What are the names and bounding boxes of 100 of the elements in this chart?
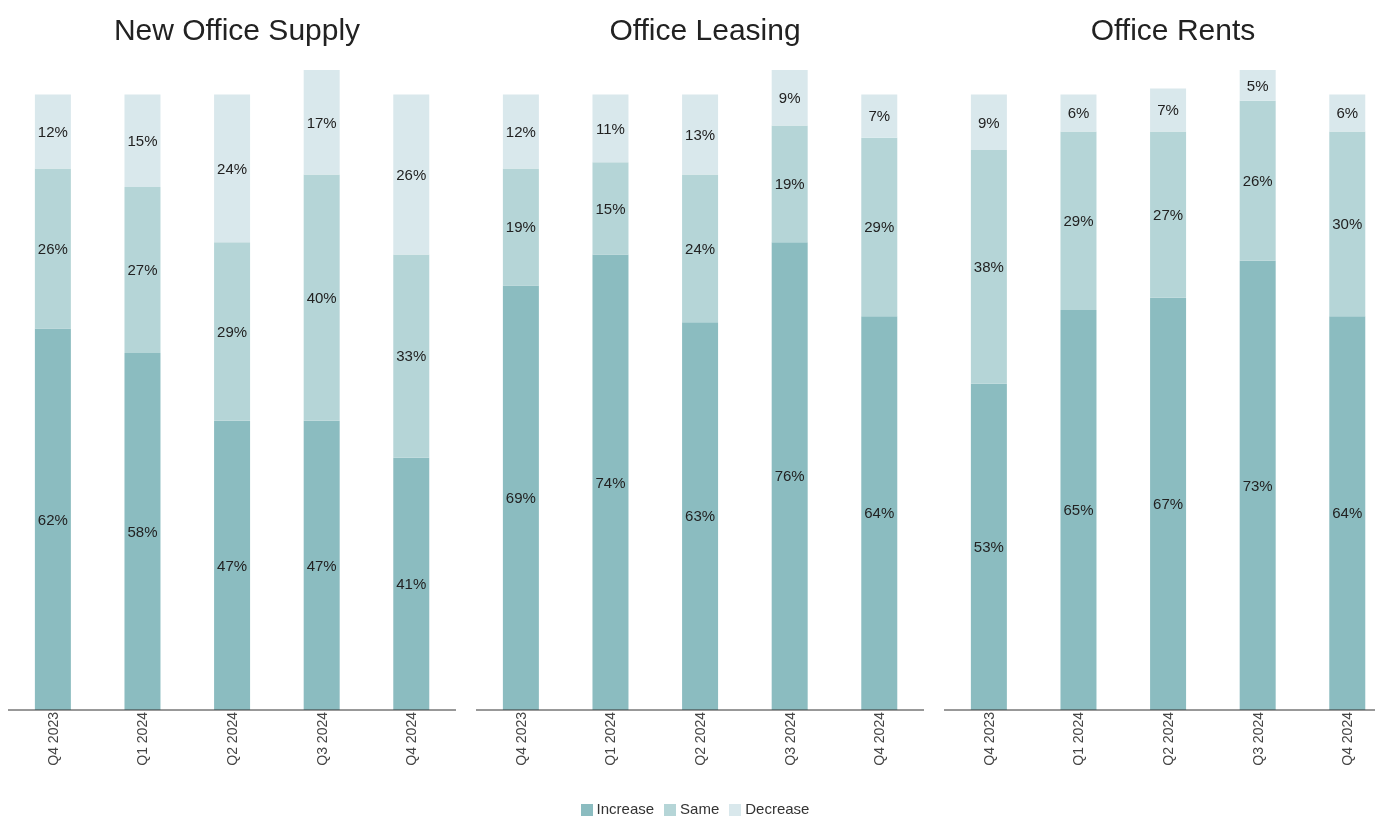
data-label: 62% (37, 510, 68, 528)
bar (124, 353, 161, 710)
x-tick-label: Q1 2024 (602, 711, 619, 766)
x-tick-label: Q4 2024 (403, 711, 420, 766)
data-label: 74% (595, 473, 626, 491)
bar (861, 137, 898, 317)
legend-label: Decrease (745, 800, 810, 817)
bar (34, 94, 71, 169)
data-label: 7% (1157, 101, 1179, 119)
chart-title: Office Leasing (608, 12, 802, 48)
legend-label: Increase (596, 800, 655, 817)
bar (970, 150, 1007, 384)
data-label: 47% (217, 556, 248, 574)
data-label: 27% (127, 261, 158, 279)
data-label: 29% (864, 218, 895, 236)
x-tick-label: Q3 2024 (781, 711, 798, 766)
data-label: 26% (37, 239, 68, 257)
bar (970, 383, 1007, 710)
bar (861, 94, 898, 138)
bar (771, 125, 808, 243)
chart-title: Office Rents (1089, 12, 1257, 48)
bar (970, 94, 1007, 150)
data-label: 12% (505, 122, 536, 140)
x-tick-label: Q4 2023 (512, 711, 529, 766)
bar (502, 285, 539, 710)
bar (303, 174, 340, 421)
bar (393, 94, 430, 255)
chart-title: New Office Supply (112, 12, 362, 48)
bar (34, 328, 71, 710)
bar (34, 168, 71, 329)
x-tick-label: Q3 2024 (313, 711, 330, 766)
bar (393, 254, 430, 458)
data-label: 41% (396, 575, 427, 593)
data-label: 29% (1063, 212, 1094, 230)
data-label: 15% (127, 132, 158, 150)
data-label: 53% (973, 538, 1004, 556)
bar (592, 162, 629, 255)
bar (502, 94, 539, 169)
data-label: 9% (778, 89, 801, 107)
x-tick-label: Q1 2024 (134, 711, 151, 766)
data-label: 65% (1063, 501, 1094, 519)
bar (124, 94, 161, 187)
bar (393, 457, 430, 710)
bar (214, 242, 251, 421)
data-label: 58% (127, 522, 158, 540)
x-tick-label: Q1 2024 (1070, 711, 1087, 766)
data-label: 9% (978, 113, 1000, 131)
data-label: 5% (1246, 76, 1269, 94)
data-label: 26% (1242, 172, 1273, 190)
data-label: 24% (217, 159, 248, 177)
bar (303, 420, 340, 710)
x-tick-label: Q2 2024 (691, 711, 708, 766)
bar (1329, 316, 1366, 710)
x-tick-label: Q3 2024 (1249, 711, 1266, 766)
data-label: 12% (37, 122, 68, 140)
bar (1060, 131, 1097, 310)
bar (214, 420, 251, 710)
data-label: 67% (1153, 495, 1184, 513)
data-label: 47% (306, 556, 337, 574)
data-label: 19% (505, 218, 536, 236)
data-label: 33% (396, 347, 427, 365)
x-tick-label: Q4 2024 (871, 711, 888, 766)
bar (592, 254, 629, 710)
data-label: 6% (1067, 104, 1090, 122)
data-label: 19% (774, 175, 805, 193)
data-label: 29% (217, 322, 248, 340)
data-label: 64% (1332, 504, 1363, 522)
bar (592, 94, 629, 163)
x-tick-label: Q2 2024 (223, 711, 240, 766)
legend-label: Same (680, 800, 720, 817)
data-label: 27% (1153, 205, 1184, 223)
data-label: 64% (864, 504, 895, 522)
data-label: 6% (1336, 104, 1359, 122)
data-label: 30% (1332, 215, 1363, 233)
bar (124, 186, 161, 354)
bar (682, 94, 719, 175)
bar (1239, 100, 1276, 261)
bar (1150, 297, 1187, 710)
data-label: 11% (596, 119, 625, 137)
bar (1150, 131, 1187, 298)
x-tick-label: Q4 2024 (1339, 711, 1356, 766)
bar (682, 322, 719, 710)
bar (1329, 131, 1366, 317)
data-label: 40% (306, 289, 337, 307)
data-label: 26% (396, 165, 427, 183)
bar (502, 168, 539, 286)
bar (771, 242, 808, 710)
bar (682, 174, 719, 323)
data-label: 15% (595, 199, 626, 217)
bar (303, 70, 340, 175)
x-tick-label: Q4 2023 (44, 711, 61, 766)
data-label: 7% (868, 107, 891, 125)
bar (861, 316, 898, 710)
data-label: 24% (685, 239, 716, 257)
data-label: 76% (774, 467, 805, 485)
data-label: 73% (1242, 476, 1273, 494)
bar (214, 94, 251, 243)
data-label: 63% (685, 507, 716, 525)
data-label: 69% (505, 489, 536, 507)
bar (1060, 310, 1097, 710)
